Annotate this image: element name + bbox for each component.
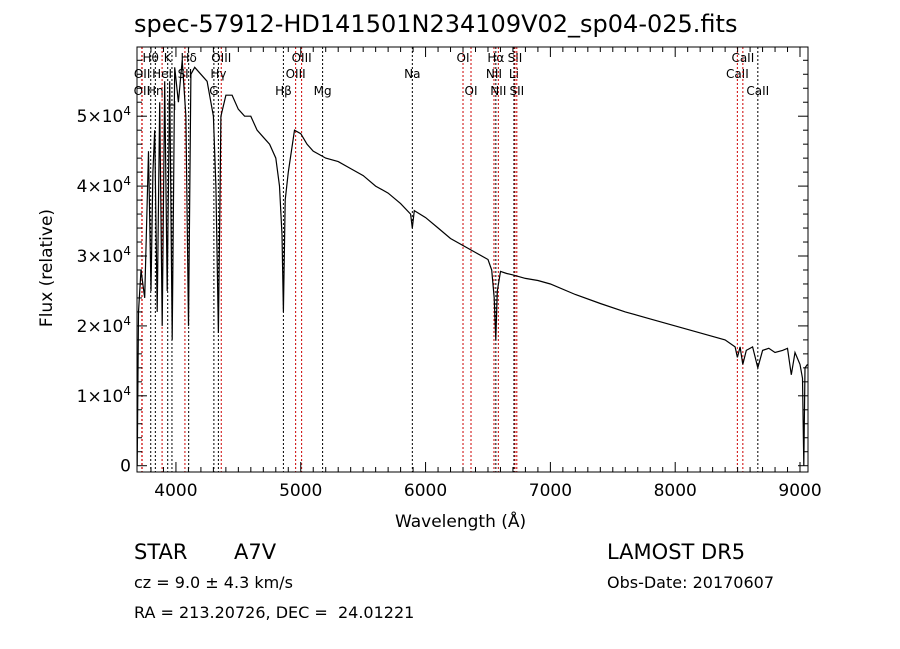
line-marker-label: Hθ [143, 51, 159, 65]
line-marker-label: NII [486, 67, 502, 81]
x-tick-label: 9000 [778, 481, 821, 501]
line-marker-label: CaII [726, 67, 749, 81]
line-marker-label: OI [457, 51, 470, 65]
line-marker-label: K [164, 51, 173, 65]
survey-name: LAMOST DR5 [607, 540, 746, 564]
line-marker-label: SII [509, 84, 524, 98]
line-marker-label: Hη [147, 84, 164, 98]
y-axis-label: Flux (relative) [37, 208, 57, 328]
x-tick-label: 7000 [529, 481, 572, 501]
y-tick-label: 5×104 [77, 104, 131, 127]
y-tick-label: 4×104 [77, 174, 131, 197]
line-marker-label: Hα [487, 51, 504, 65]
y-tick-label: 3×104 [77, 244, 131, 267]
line-marker-label: OIII [292, 51, 312, 65]
coordinates: RA = 213.20726, DEC = 24.01221 [134, 603, 415, 622]
line-marker-label: HeI [152, 67, 172, 81]
x-tick-label: 8000 [654, 481, 697, 501]
line-marker-label: SII [178, 67, 193, 81]
line-marker-label: Hβ [275, 84, 292, 98]
y-tick-label: 1×104 [77, 384, 131, 407]
line-marker-label: CaII [746, 84, 769, 98]
subclass: A7V [234, 540, 277, 564]
line-marker-label: OIII [211, 51, 231, 65]
chart-title: spec-57912-HD141501N234109V02_sp04-025.f… [134, 10, 738, 38]
line-marker-label: OII [134, 67, 151, 81]
obs-date: Obs-Date: 20170607 [607, 573, 775, 592]
plot-frame [136, 46, 809, 473]
line-marker-label: SII [508, 51, 523, 65]
line-marker-label: Li [509, 67, 519, 81]
line-marker-label: CaII [731, 51, 754, 65]
line-marker-label: Na [404, 67, 420, 81]
x-tick-label: 5000 [279, 481, 322, 501]
y-tick-label: 0 [120, 457, 131, 477]
line-marker-label: NII [490, 84, 506, 98]
line-marker-label: Mg [314, 84, 332, 98]
line-marker-label: Hγ [210, 67, 226, 81]
x-tick-label: 6000 [404, 481, 447, 501]
x-tick-label: 4000 [154, 481, 197, 501]
y-tick-label: 2×104 [77, 314, 131, 337]
line-marker-label: G [209, 84, 218, 98]
x-axis-label: Wavelength (Å) [395, 512, 527, 532]
line-marker-label: OI [465, 84, 478, 98]
redshift: cz = 9.0 ± 4.3 km/s [134, 573, 293, 592]
object-type: STAR [134, 540, 188, 564]
line-marker-label: H [167, 99, 176, 113]
line-marker-label: Hδ [180, 51, 196, 65]
line-marker-label: OIII [286, 67, 306, 81]
spectrum-line [136, 60, 808, 466]
